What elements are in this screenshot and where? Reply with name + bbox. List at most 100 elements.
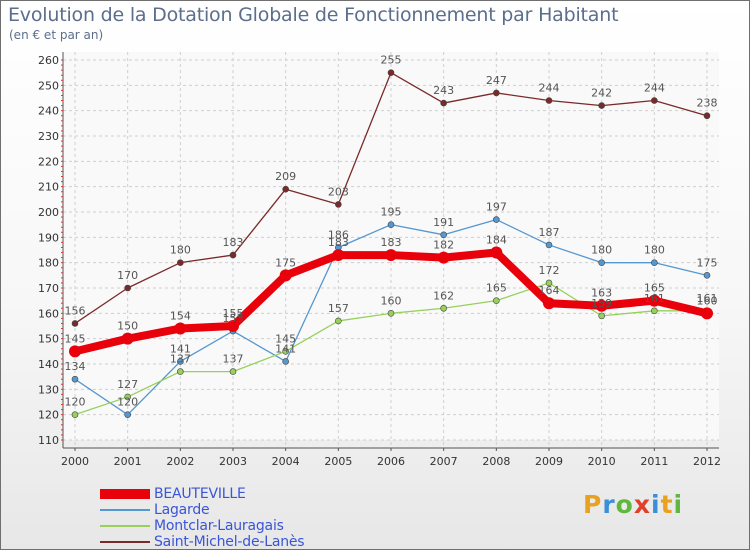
data-label-montclar-lauragais: 160	[381, 294, 402, 307]
data-point-montclar-lauragais	[545, 279, 553, 287]
data-point-saint-michel-de-lan-s	[598, 102, 605, 109]
data-label-saint-michel-de-lan-s: 244	[644, 82, 665, 95]
data-label-beauteville: 183	[328, 236, 349, 249]
logo-letter: r	[602, 490, 616, 519]
x-tick-label: 2008	[482, 455, 510, 468]
y-tick-label: 210	[38, 181, 59, 194]
data-label-beauteville: 155	[223, 307, 244, 320]
data-point-saint-michel-de-lan-s	[545, 97, 553, 104]
data-label-lagarde: 191	[433, 216, 454, 229]
data-label-montclar-lauragais: 137	[223, 353, 244, 366]
data-label-saint-michel-de-lan-s: 209	[275, 170, 296, 183]
y-tick-label: 180	[38, 257, 59, 270]
data-point-montclar-lauragais	[387, 310, 395, 317]
data-point-beauteville	[385, 249, 397, 262]
data-point-beauteville	[69, 345, 81, 358]
y-tick-label: 120	[38, 409, 59, 422]
data-label-beauteville: 154	[170, 310, 191, 323]
data-label-montclar-lauragais: 127	[117, 378, 138, 391]
data-point-beauteville	[437, 251, 450, 264]
data-label-saint-michel-de-lan-s: 183	[223, 236, 244, 249]
x-tick-label: 2005	[324, 455, 352, 468]
data-label-saint-michel-de-lan-s: 247	[486, 74, 507, 87]
legend-label: Saint-Michel-de-Lanès	[154, 534, 305, 550]
data-point-beauteville	[490, 246, 503, 259]
x-tick-label: 2012	[693, 455, 721, 468]
data-label-lagarde: 141	[170, 342, 191, 355]
y-tick-label: 200	[38, 206, 59, 219]
data-point-saint-michel-de-lan-s	[71, 320, 79, 327]
legend-label: BEAUTEVILLE	[154, 486, 246, 502]
x-tick-label: 2004	[272, 455, 300, 468]
data-point-beauteville	[648, 294, 661, 307]
data-label-lagarde: 134	[65, 360, 86, 373]
data-point-beauteville	[174, 322, 187, 335]
data-label-montclar-lauragais: 161	[644, 292, 665, 305]
legend-swatch	[100, 489, 150, 499]
data-point-montclar-lauragais	[177, 368, 184, 375]
data-label-montclar-lauragais: 172	[539, 264, 560, 277]
data-label-montclar-lauragais: 165	[486, 282, 507, 295]
data-label-saint-michel-de-lan-s: 244	[539, 82, 560, 95]
data-point-beauteville	[121, 332, 134, 345]
data-point-montclar-lauragais	[282, 348, 289, 355]
y-tick-label: 190	[38, 231, 59, 244]
data-point-saint-michel-de-lan-s	[387, 69, 395, 76]
data-point-saint-michel-de-lan-s	[651, 97, 658, 104]
data-label-montclar-lauragais: 159	[591, 297, 612, 310]
data-point-montclar-lauragais	[71, 411, 79, 418]
x-tick-label: 2011	[640, 455, 668, 468]
data-point-saint-michel-de-lan-s	[177, 259, 184, 266]
data-label-beauteville: 160	[697, 294, 718, 307]
legend-swatch	[100, 541, 150, 543]
x-tick-label: 2006	[377, 455, 405, 468]
data-label-saint-michel-de-lan-s: 238	[697, 97, 718, 110]
data-label-lagarde: 187	[539, 226, 560, 239]
data-label-saint-michel-de-lan-s: 180	[170, 244, 191, 257]
data-point-montclar-lauragais	[598, 312, 605, 320]
data-label-montclar-lauragais: 162	[433, 289, 454, 302]
data-point-lagarde	[703, 272, 711, 279]
data-label-beauteville: 184	[486, 234, 507, 247]
data-point-lagarde	[282, 358, 289, 365]
y-tick-label: 170	[38, 282, 59, 295]
data-label-montclar-lauragais: 137	[170, 353, 191, 366]
x-tick-label: 2001	[114, 455, 142, 468]
data-label-saint-michel-de-lan-s: 203	[328, 185, 349, 198]
data-label-beauteville: 175	[275, 256, 296, 269]
data-point-montclar-lauragais	[493, 297, 500, 304]
data-point-montclar-lauragais	[651, 307, 658, 315]
logo-letter: i	[673, 490, 684, 519]
y-tick-label: 160	[38, 307, 59, 320]
data-point-saint-michel-de-lan-s	[124, 284, 131, 292]
y-tick-label: 240	[38, 105, 59, 118]
data-point-saint-michel-de-lan-s	[440, 99, 447, 107]
data-label-beauteville: 145	[65, 332, 86, 345]
data-point-beauteville	[332, 249, 345, 262]
data-label-montclar-lauragais: 120	[65, 396, 86, 409]
data-label-montclar-lauragais: 145	[275, 332, 296, 345]
x-tick-label: 2002	[166, 455, 194, 468]
data-label-beauteville: 182	[433, 239, 454, 252]
chart-title: Evolution de la Dotation Globale de Fonc…	[8, 4, 619, 26]
data-label-lagarde: 180	[591, 244, 612, 257]
data-label-lagarde: 186	[328, 228, 349, 241]
data-point-montclar-lauragais	[229, 368, 237, 375]
data-label-lagarde: 153	[223, 312, 244, 325]
data-point-lagarde	[545, 241, 553, 249]
x-tick-label: 2007	[430, 455, 458, 468]
logo-letter: x	[633, 490, 651, 519]
data-point-montclar-lauragais	[440, 304, 447, 312]
x-tick-label: 2000	[61, 455, 89, 468]
logo-letter: i	[651, 490, 661, 519]
data-label-lagarde: 195	[381, 206, 402, 219]
data-point-lagarde	[598, 259, 605, 266]
data-label-beauteville: 165	[644, 282, 665, 295]
y-tick-label: 220	[38, 155, 59, 168]
data-label-lagarde: 175	[697, 256, 718, 269]
data-point-lagarde	[387, 221, 395, 228]
legend-swatch	[100, 525, 150, 527]
data-label-lagarde: 197	[486, 201, 507, 214]
x-tick-label: 2010	[588, 455, 616, 468]
